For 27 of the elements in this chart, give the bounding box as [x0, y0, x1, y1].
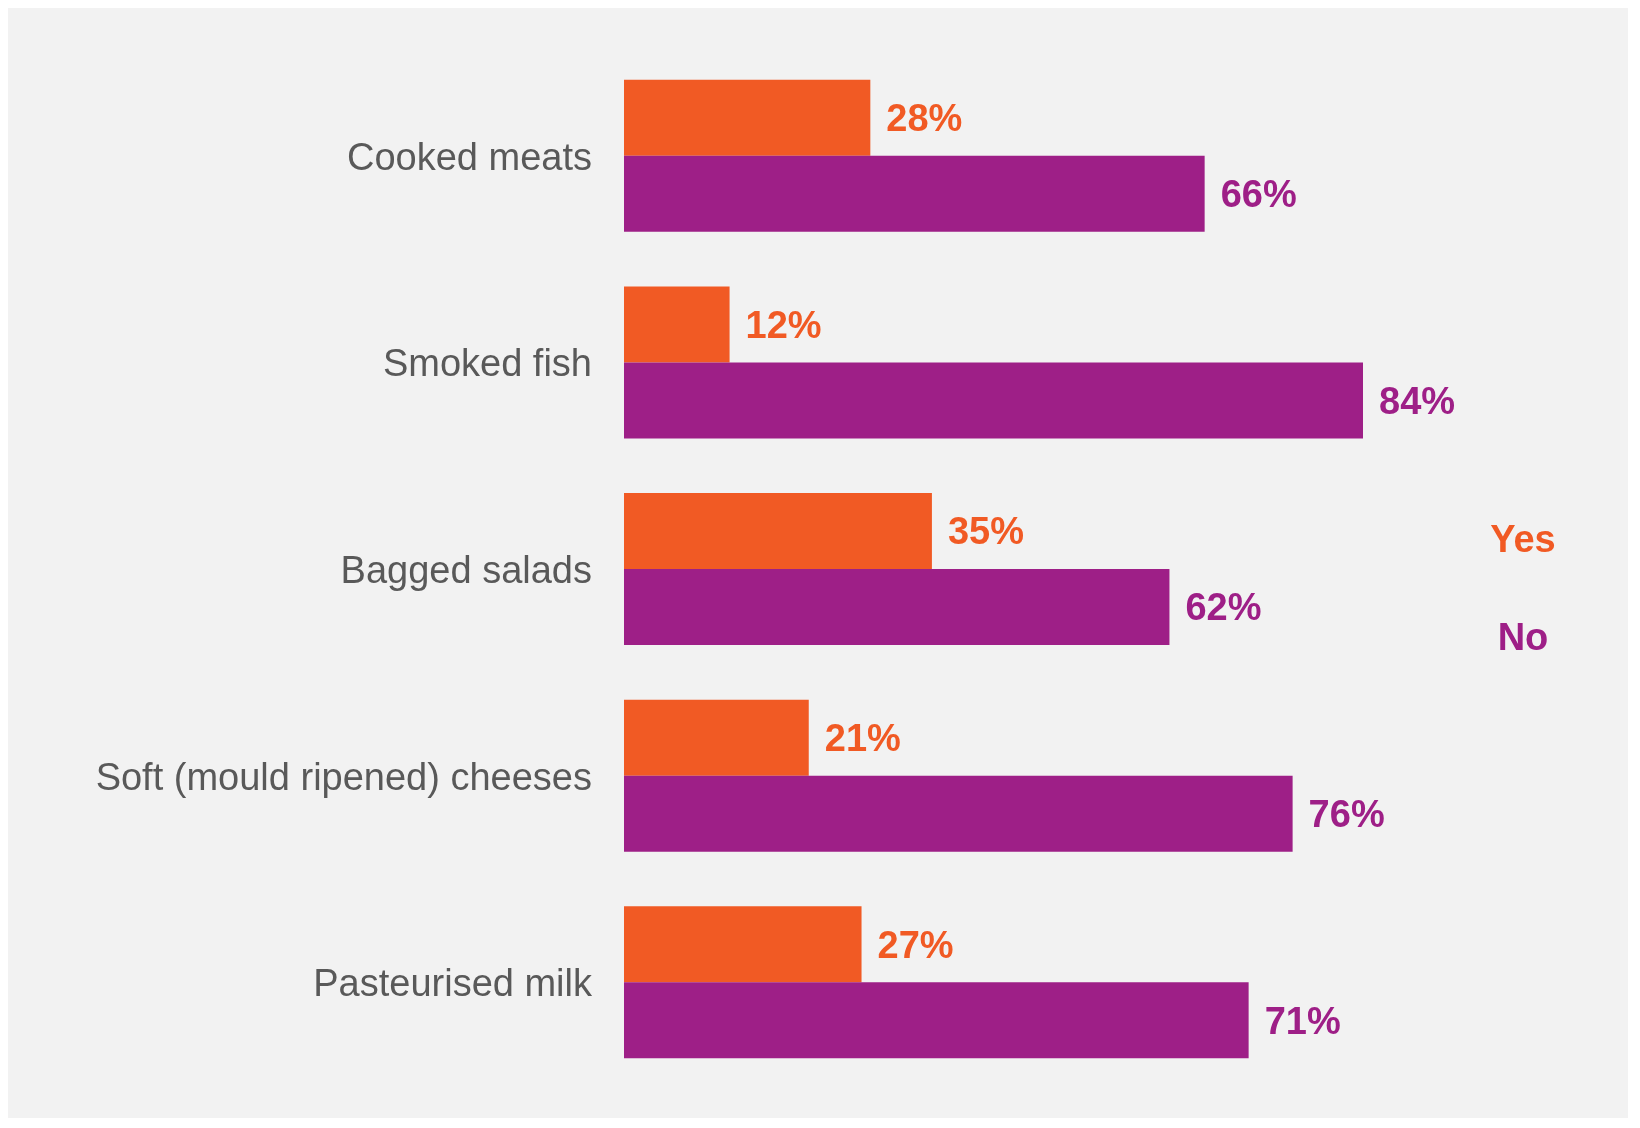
data-label: 12% [745, 303, 822, 346]
y-tick-label: Smoked fish [382, 342, 592, 385]
text: No [1496, 616, 1550, 660]
bar [624, 362, 1363, 439]
data-label: 66% [1220, 173, 1297, 216]
bar [624, 155, 1205, 232]
data-label: 21% [824, 716, 901, 759]
y-tick-label: Cooked meats [346, 135, 592, 178]
data-label: 84% [1379, 379, 1456, 422]
data-label: 71% [1264, 999, 1341, 1042]
bar [624, 569, 1170, 646]
y-tick-label: Soft (mould ripened) cheeses [95, 755, 592, 798]
data-label: 28% [886, 97, 963, 140]
data-label: 35% [947, 510, 1024, 553]
bar [624, 906, 862, 983]
bar [624, 699, 809, 776]
bar [624, 982, 1249, 1059]
text: Yes [1489, 518, 1557, 562]
data-label: 27% [877, 923, 954, 966]
bar [624, 286, 730, 363]
bar [624, 79, 871, 156]
data-label: 76% [1308, 792, 1385, 835]
y-tick-label: Bagged salads [340, 548, 592, 591]
data-label: 62% [1185, 586, 1262, 629]
y-tick-label: Pasteurised milk [313, 962, 593, 1005]
bar [624, 775, 1293, 852]
bar [624, 493, 932, 570]
